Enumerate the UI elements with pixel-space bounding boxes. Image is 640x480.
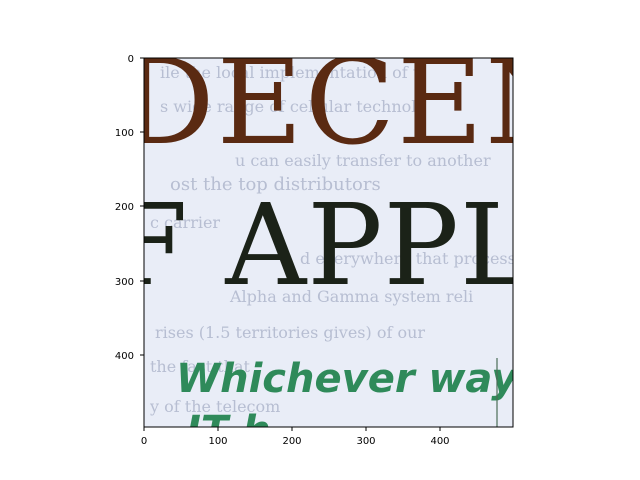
- y-tick-label: 400: [115, 351, 134, 362]
- faint-line-4: ost the top distributors: [170, 174, 381, 195]
- faint-line-7: Alpha and Gamma system reli: [229, 287, 473, 306]
- y-tick-label: 0: [128, 54, 134, 65]
- axes-frame: [143, 57, 514, 428]
- x-tick-label: 300: [356, 436, 375, 447]
- faint-line-5: c carrier: [150, 213, 220, 232]
- paper-background: [144, 58, 513, 427]
- faint-text-layer: ile the local implementation of t s wide…: [149, 63, 542, 416]
- y-tick-label: 300: [115, 277, 134, 288]
- y-axis: 0 100 200 300 400: [115, 54, 144, 362]
- x-tick-label: 400: [430, 436, 449, 447]
- faint-line-6: d everywhere that processing: [300, 249, 542, 268]
- faint-line-10: y of the telecom: [149, 397, 280, 416]
- heading-bottom: F APPLI: [110, 181, 581, 311]
- x-tick-label: 200: [282, 436, 301, 447]
- x-tick-label: 0: [141, 436, 147, 447]
- x-tick-label: 100: [208, 436, 227, 447]
- faint-line-8: rises (1.5 territories gives) of our: [155, 323, 425, 342]
- scanned-image: ile the local implementation of t s wide…: [110, 33, 590, 454]
- y-tick-label: 200: [115, 202, 134, 213]
- faint-line-9: the fact that: [150, 357, 251, 376]
- faint-line-2: s wide range of cellular technolo: [160, 97, 426, 116]
- green-line-cut: IT h: [186, 408, 271, 454]
- heading-top: DECEN: [120, 33, 590, 171]
- faint-line-1: ile the local implementation of t: [160, 63, 420, 82]
- green-line: Whichever way: [176, 356, 519, 402]
- y-tick-label: 100: [115, 128, 134, 139]
- faint-line-3: u can easily transfer to another: [235, 151, 491, 170]
- x-axis: 0 100 200 300 400: [141, 427, 450, 447]
